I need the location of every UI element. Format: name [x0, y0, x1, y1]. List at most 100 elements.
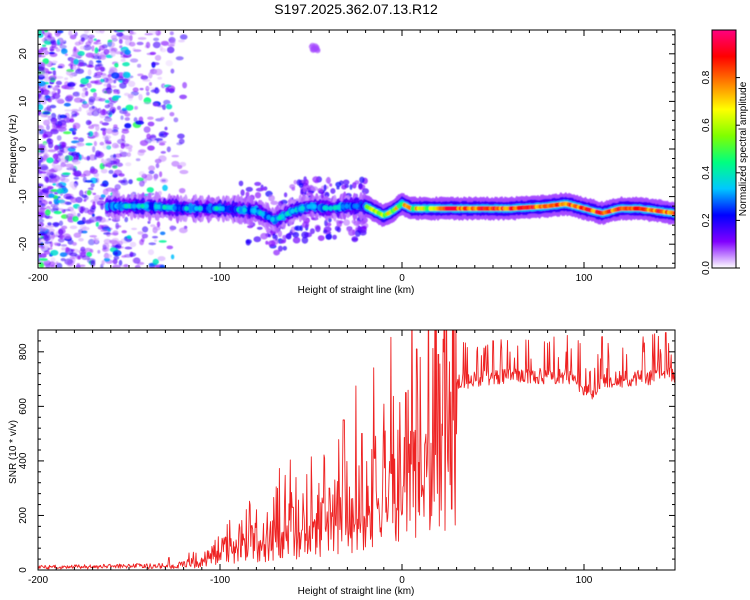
activity-speckle [294, 225, 302, 231]
noise-speckle [83, 44, 92, 51]
noise-speckle [147, 249, 155, 256]
noise-speckle [86, 190, 92, 196]
activity-speckle [270, 200, 279, 205]
noise-speckle [160, 151, 166, 154]
noise-speckle [150, 89, 156, 93]
noise-speckle [103, 257, 111, 262]
activity-speckle [277, 230, 283, 238]
noise-speckle [48, 51, 55, 55]
noise-speckle [59, 252, 68, 257]
noise-speckle [122, 78, 129, 85]
noise-speckle [125, 104, 134, 111]
noise-speckle [173, 117, 179, 123]
noise-speckle [55, 80, 63, 86]
noise-speckle [99, 30, 105, 34]
noise-speckle [108, 218, 112, 221]
noise-speckle [88, 238, 95, 246]
noise-speckle [152, 258, 159, 265]
noise-speckle [133, 257, 141, 264]
snr-y-tick-label: 800 [18, 343, 29, 360]
noise-speckle [175, 56, 184, 61]
noise-speckle [38, 57, 41, 62]
spectrogram-y-tick-label: 10 [18, 95, 29, 107]
noise-speckle [158, 155, 167, 162]
noise-speckle [139, 87, 144, 91]
ridge-core [280, 213, 285, 219]
noise-speckle [112, 264, 121, 268]
noise-speckle [103, 238, 112, 244]
noise-speckle [154, 68, 163, 76]
noise-speckle [91, 110, 100, 117]
noise-speckle [43, 106, 52, 114]
activity-speckle [327, 216, 332, 223]
noise-speckle [159, 171, 163, 178]
noise-speckle [55, 261, 59, 265]
noise-speckle [64, 258, 74, 266]
noise-speckle [52, 205, 59, 212]
noise-speckle [60, 244, 67, 247]
noise-speckle [135, 120, 145, 125]
noise-speckle [103, 48, 110, 56]
noise-speckle [141, 237, 145, 243]
noise-speckle [128, 147, 133, 152]
noise-speckle [73, 136, 79, 140]
noise-speckle [119, 149, 123, 153]
noise-speckle [57, 152, 64, 156]
spectrogram-frame [37, 29, 676, 269]
noise-speckle [106, 89, 112, 95]
noise-speckle [42, 133, 47, 139]
noise-speckle [176, 142, 183, 146]
activity-speckle [330, 188, 336, 194]
activity-speckle [301, 236, 309, 244]
noise-speckle [75, 68, 85, 74]
activity-speckle [325, 177, 332, 184]
noise-speckle [50, 117, 58, 125]
noise-speckle [95, 124, 100, 131]
noise-speckle [118, 259, 123, 266]
noise-speckle [73, 168, 77, 172]
noise-speckle [88, 125, 95, 129]
ridge-core [136, 203, 141, 209]
noise-speckle [145, 41, 151, 49]
noise-speckle [124, 123, 132, 129]
activity-speckle [277, 200, 284, 207]
noise-speckle [51, 123, 56, 129]
snr-peak-point [361, 433, 363, 435]
noise-speckle [177, 165, 183, 169]
noise-speckle [169, 31, 174, 36]
colorbar-bar [712, 30, 736, 268]
activity-speckle [245, 191, 250, 197]
noise-speckle [148, 170, 155, 175]
spectrogram-y-axis-title: Frequency (Hz) [8, 115, 19, 184]
noise-speckle [164, 126, 168, 131]
ridge-core [238, 207, 243, 213]
noise-speckle [48, 141, 54, 149]
noise-speckle [83, 199, 87, 202]
noise-speckle [157, 256, 166, 262]
noise-speckle [128, 41, 136, 47]
noise-speckle [78, 229, 84, 234]
noise-speckle [124, 216, 129, 223]
noise-speckle [137, 231, 144, 235]
noise-speckle [148, 165, 156, 172]
ridge-core [306, 204, 311, 210]
noise-speckle [179, 94, 188, 100]
noise-speckle [160, 231, 166, 236]
noise-speckle [104, 139, 112, 143]
noise-speckle [53, 197, 60, 205]
noise-speckle [96, 67, 104, 70]
noise-speckle [166, 146, 171, 153]
noise-speckle [50, 249, 59, 256]
colorbar: 0.0 0.2 0.4 0.6 0.8 Normalized spectral ampl… [701, 29, 749, 275]
noise-speckle [100, 183, 107, 187]
activity-speckle [342, 179, 350, 185]
noise-speckle [77, 54, 83, 58]
noise-speckle [50, 128, 59, 135]
noise-speckle [103, 77, 109, 83]
noise-speckle [120, 58, 127, 63]
noise-speckle [72, 160, 81, 165]
activity-speckle [325, 233, 332, 240]
noise-speckle [146, 52, 156, 56]
noise-speckle [79, 45, 85, 50]
noise-speckle [50, 39, 57, 45]
